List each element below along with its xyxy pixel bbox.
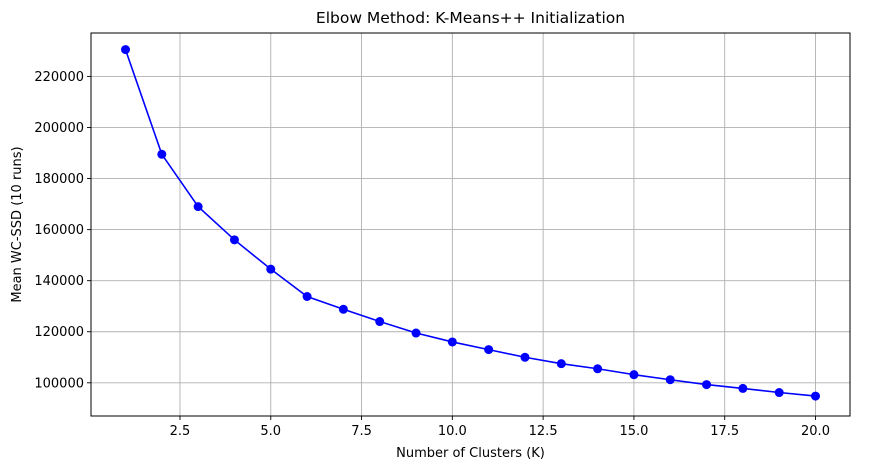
x-tick-label: 17.5 <box>710 424 739 439</box>
data-point <box>229 235 239 245</box>
y-axis-label: Mean WC-SSD (10 runs) <box>10 146 25 302</box>
x-tick-label: 5.0 <box>260 424 281 439</box>
x-axis-label: Number of Clusters (K) <box>396 446 545 461</box>
chart-title: Elbow Method: K-Means++ Initialization <box>316 9 625 27</box>
y-tick-label: 140000 <box>34 274 84 289</box>
data-point <box>375 317 385 327</box>
data-point <box>629 370 639 380</box>
data-point <box>811 391 820 401</box>
y-tick-label: 200000 <box>34 121 84 136</box>
data-point <box>593 364 603 374</box>
x-tick-label: 7.5 <box>351 424 372 439</box>
x-tick-label: 20.0 <box>801 424 830 439</box>
data-point <box>556 359 566 369</box>
y-tick-label: 180000 <box>34 172 84 187</box>
y-tick-label: 160000 <box>34 223 84 238</box>
x-tick-label: 15.0 <box>619 424 648 439</box>
y-tick-label: 220000 <box>34 70 84 85</box>
y-tick-label: 100000 <box>34 376 84 391</box>
data-point <box>266 264 276 274</box>
data-point <box>738 383 748 393</box>
data-point <box>484 345 494 355</box>
series-kmeans <box>121 45 820 401</box>
x-tick-label: 2.5 <box>170 424 191 439</box>
plot-frame <box>90 32 851 417</box>
data-point <box>302 292 312 302</box>
series-line <box>124 49 816 397</box>
data-point <box>338 304 348 314</box>
data-point <box>702 380 712 390</box>
axis-ticks: 2.5 5.0 7.5 10.0 12.5 15.0 17.5 20.0 100000 12000… <box>34 70 830 439</box>
data-point <box>774 388 784 398</box>
data-point <box>447 337 457 347</box>
data-point <box>411 328 421 338</box>
x-tick-label: 10.0 <box>438 424 467 439</box>
data-point <box>157 149 167 159</box>
x-tick-label: 12.5 <box>529 424 558 439</box>
data-point <box>665 375 675 385</box>
data-point <box>121 45 130 55</box>
data-point <box>520 352 530 362</box>
data-point <box>193 202 203 212</box>
grid-lines <box>91 33 850 416</box>
y-tick-label: 120000 <box>34 325 84 340</box>
